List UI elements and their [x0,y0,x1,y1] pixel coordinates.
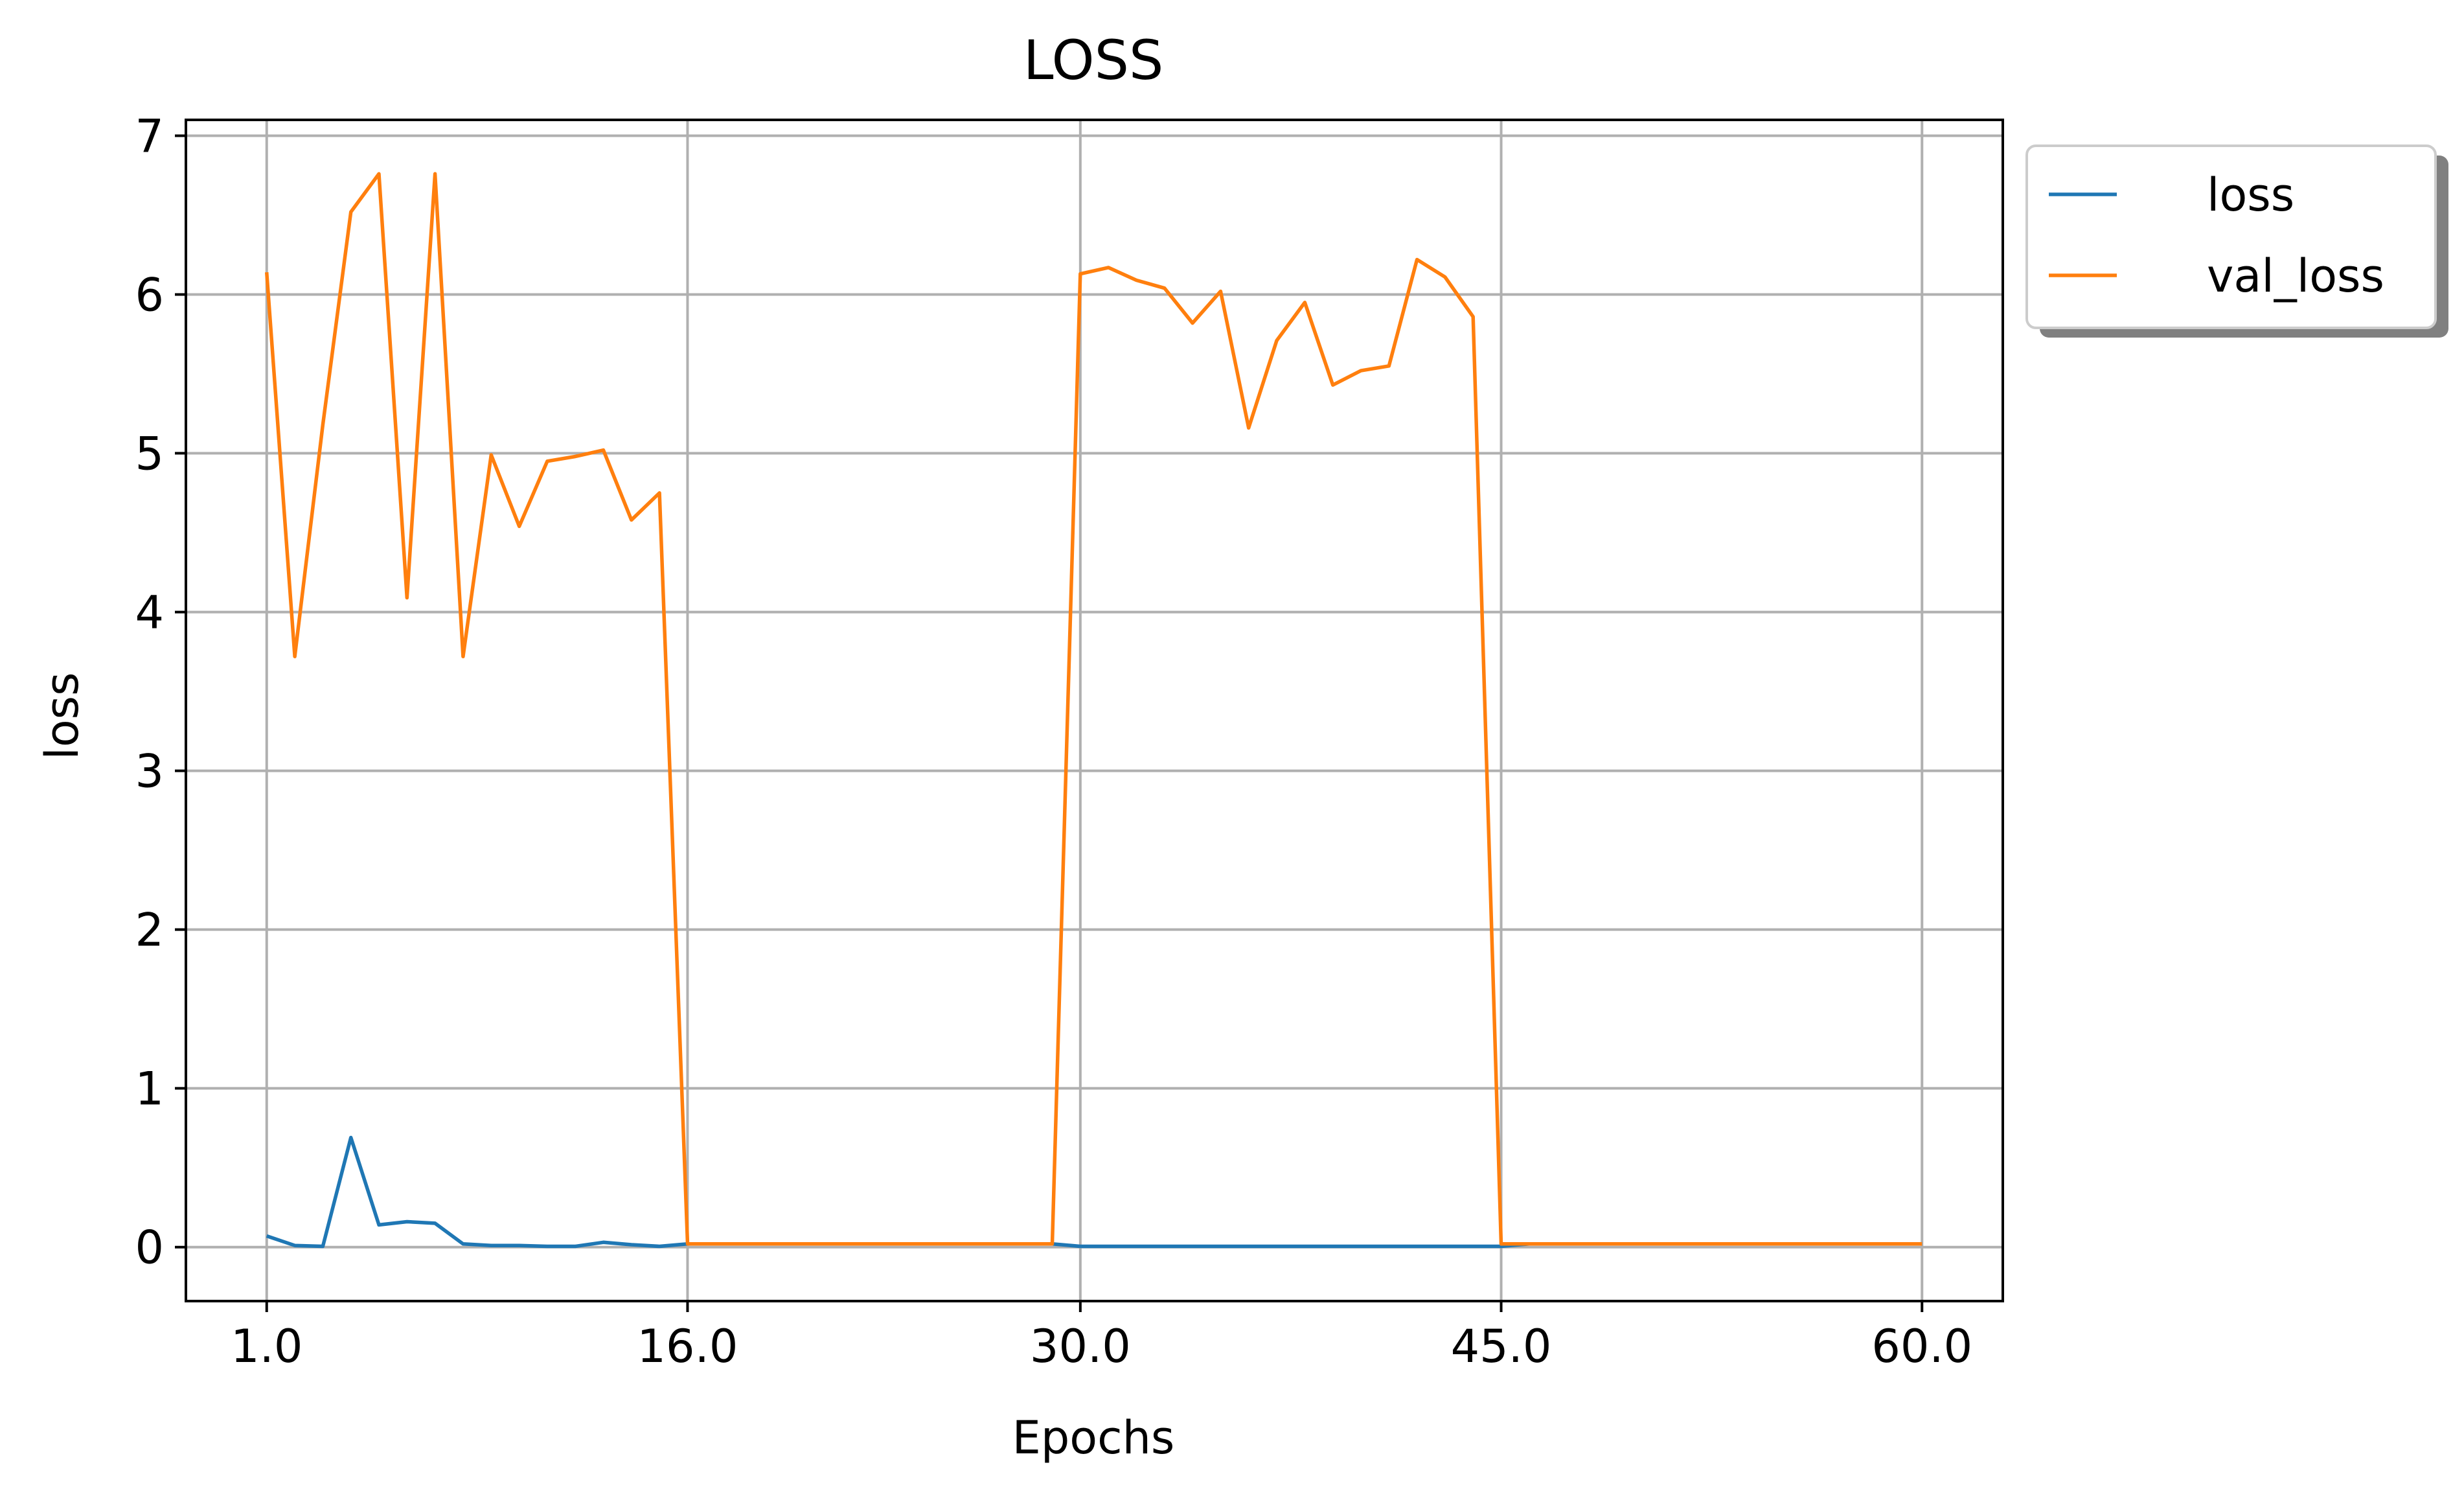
x-tick-label: 30.0 [1030,1320,1131,1373]
grid-lines [186,120,2003,1301]
x-axis-label: Epochs [1012,1411,1175,1464]
x-tick-label: 60.0 [1871,1320,1972,1373]
y-axis-label: loss [36,672,89,759]
legend-box [2025,144,2437,329]
y-tick-label: 7 [135,110,164,163]
x-tick-label: 16.0 [637,1320,738,1373]
y-tick-label: 2 [135,904,164,957]
y-tick-label: 5 [135,428,164,481]
series-line-loss [266,1135,1922,1249]
y-tick-label: 6 [135,269,164,322]
y-tick-label: 0 [135,1221,164,1275]
y-tick-label: 4 [135,586,164,640]
plot-frame [185,119,2004,1302]
legend-label-val-loss: val_loss [2207,249,2384,303]
legend: loss val_loss [2025,144,2448,338]
chart-title: LOSS [1023,29,1164,92]
x-tick-label: 45.0 [1451,1320,1552,1373]
y-tick-label: 3 [135,745,164,798]
legend-label-loss: loss [2207,168,2294,222]
y-tick-label: 1 [135,1063,164,1116]
x-tick-label: 1.0 [231,1320,302,1373]
x-axis-ticks: 1.0 16.0 30.0 45.0 60.0 [231,1301,1972,1373]
y-axis-ticks: 0 1 2 3 4 5 6 7 [135,110,186,1275]
series-lines [264,172,1922,1249]
series-line-val-loss [264,172,1922,1246]
